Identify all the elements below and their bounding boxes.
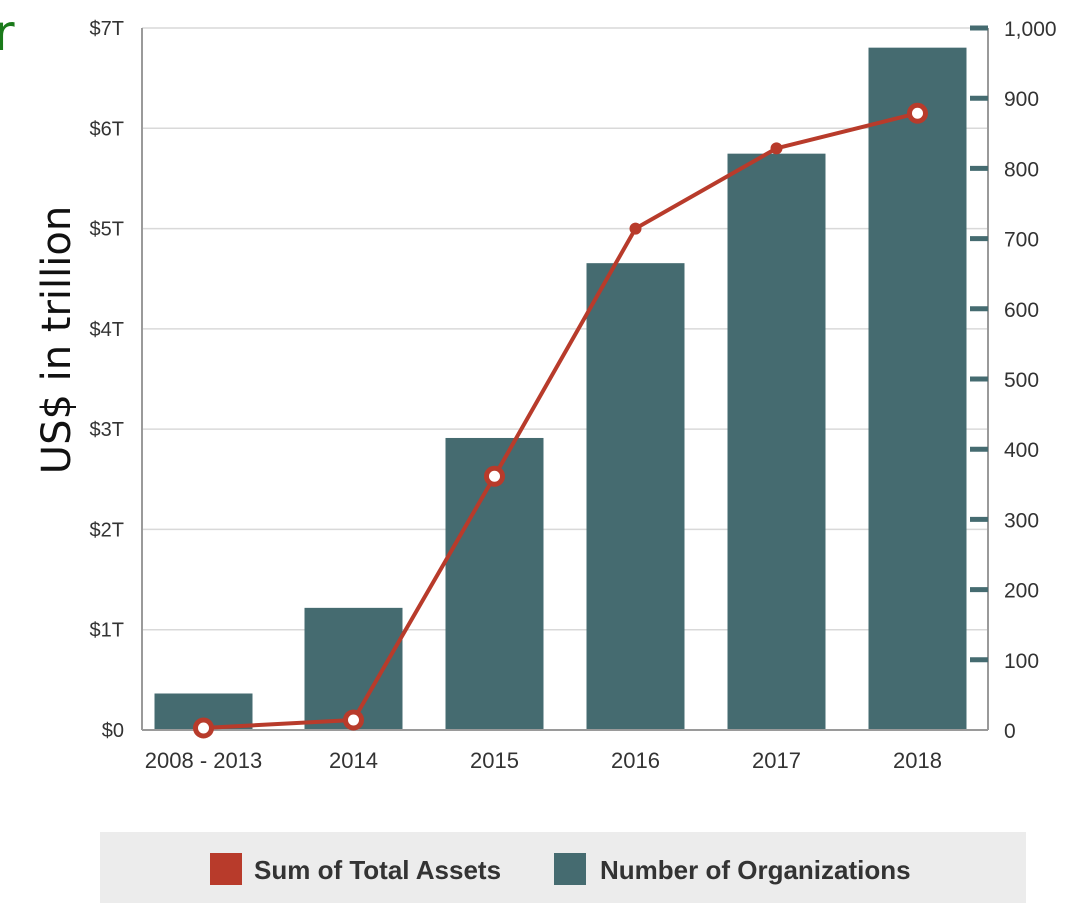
- right-tick-label: 400: [1004, 439, 1039, 462]
- right-tick-label: 700: [1004, 229, 1039, 252]
- assets-point-2: [484, 465, 505, 487]
- x-tick-label: 2015: [470, 748, 519, 773]
- x-tick-label: 2017: [752, 748, 801, 773]
- left-tick-label: $1T: [90, 620, 124, 642]
- bar-4: [727, 153, 826, 730]
- left-tick-label: $5T: [90, 219, 124, 241]
- right-tick-label: 200: [1004, 580, 1039, 603]
- left-tick-label: $2T: [90, 519, 124, 541]
- right-tick-label: 0: [1004, 720, 1016, 743]
- assets-point-5: [907, 102, 928, 124]
- bar-5: [868, 47, 967, 730]
- left-tick-label: $0: [102, 720, 124, 742]
- right-tick-label: 300: [1004, 509, 1039, 532]
- legend-label-assets: Sum of Total Assets: [254, 855, 501, 885]
- left-tick-label: $6T: [90, 118, 124, 140]
- left-tick-label: $3T: [90, 419, 124, 441]
- x-axis-ticks: 2008 - 2013 2014 2015 2016 2017 2018: [145, 748, 942, 773]
- assets-line-path: [203, 111, 918, 730]
- assets-point-1: [343, 709, 364, 731]
- right-tick-label: 100: [1004, 650, 1039, 673]
- left-axis-ticks: $0 $1T $2T $3T $4T $5T $6T $7T: [90, 18, 124, 742]
- right-axis-ticks: 0 100 200 300 400 500 600 700 800 900 1,000: [970, 18, 1057, 743]
- legend-label-organizations: Number of Organizations: [600, 855, 911, 885]
- legend-swatch-organizations: [554, 853, 586, 885]
- y-axis-label: US$ in trillion: [34, 206, 80, 474]
- left-tick-label: $4T: [90, 319, 124, 341]
- bar-3: [586, 263, 685, 730]
- x-tick-label: 2016: [611, 748, 660, 773]
- assets-point-3: [629, 222, 642, 235]
- x-tick-label: 2008 - 2013: [145, 748, 262, 773]
- right-tick-label: 800: [1004, 158, 1039, 181]
- bars: [154, 47, 967, 730]
- assets-point-0: [193, 717, 214, 739]
- left-tick-label: $7T: [90, 18, 124, 40]
- assets-point-4: [770, 142, 783, 155]
- corner-text: r: [0, 4, 15, 62]
- right-tick-label: 500: [1004, 369, 1039, 392]
- right-tick-label: 600: [1004, 299, 1039, 322]
- right-tick-label: 1,000: [1004, 18, 1057, 41]
- x-tick-label: 2014: [329, 748, 378, 773]
- right-tick-label: 900: [1004, 88, 1039, 111]
- assets-line: [193, 102, 928, 739]
- x-tick-label: 2018: [893, 748, 942, 773]
- legend-swatch-assets: [210, 853, 242, 885]
- gridlines: [142, 27, 988, 631]
- legend: Sum of Total Assets Number of Organizatio…: [100, 832, 1026, 903]
